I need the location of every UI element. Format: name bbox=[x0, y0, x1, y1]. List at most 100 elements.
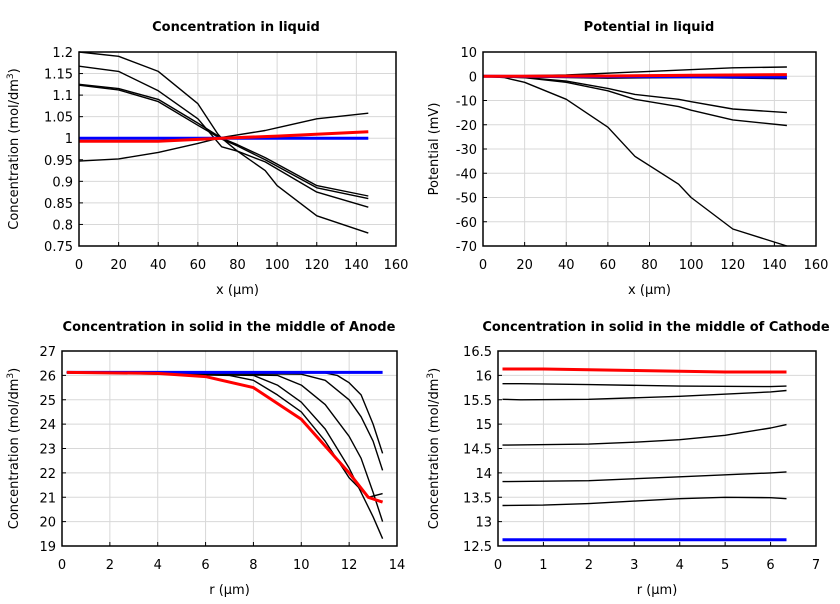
x-tick-label: 100 bbox=[265, 258, 290, 273]
x-tick-label: 20 bbox=[110, 258, 127, 273]
x-tick-label: 14 bbox=[389, 558, 406, 573]
y-tick-label: 0 bbox=[469, 70, 477, 85]
x-tick-label: 120 bbox=[304, 258, 329, 273]
x-tick-label: 4 bbox=[154, 558, 162, 573]
y-tick-label: 0.95 bbox=[44, 154, 73, 169]
y-tick-label: -50 bbox=[456, 192, 477, 207]
y-tick-label: -40 bbox=[456, 167, 477, 182]
x-tick-label: 120 bbox=[720, 258, 745, 273]
y-axis-label: Potential (mV) bbox=[427, 103, 442, 196]
x-tick-label: 40 bbox=[150, 258, 167, 273]
y-tick-label: 0.75 bbox=[44, 240, 73, 255]
x-axis-label: x (µm) bbox=[216, 283, 259, 298]
x-tick-label: 160 bbox=[384, 258, 409, 273]
series-line-1 bbox=[66, 371, 384, 454]
series-line-3 bbox=[482, 75, 787, 114]
x-tick-label: 1 bbox=[539, 558, 547, 573]
x-axis-label: r (µm) bbox=[209, 583, 250, 598]
chart-title: Concentration in solid in the middle of … bbox=[63, 320, 396, 335]
x-tick-label: 10 bbox=[293, 558, 310, 573]
subplot-3: 0 2 4 6 8 10 12 14192021222324252627Concentrati… bbox=[6, 320, 405, 598]
y-tick-label: 27 bbox=[39, 345, 56, 360]
x-tick-label: 160 bbox=[804, 258, 829, 273]
series-line-7 bbox=[66, 370, 384, 504]
y-axis-label-end: ) bbox=[7, 68, 22, 73]
series-line-2 bbox=[78, 65, 369, 208]
y-tick-label: 12.5 bbox=[463, 540, 492, 555]
y-axis-label-main: Concentration (mol/dm bbox=[7, 79, 22, 230]
x-tick-label: 5 bbox=[721, 558, 729, 573]
x-tick-label: 60 bbox=[600, 258, 617, 273]
y-tick-label: 0.9 bbox=[52, 175, 73, 190]
y-axis-label-main: Concentration (mol/dm bbox=[427, 379, 442, 530]
x-tick-label: 0 bbox=[479, 258, 487, 273]
y-tick-label: -20 bbox=[456, 119, 477, 134]
y-tick-label: 14 bbox=[475, 467, 492, 482]
y-tick-label: 21 bbox=[39, 491, 56, 506]
y-tick-label: 1.05 bbox=[44, 111, 73, 126]
series-line-7 bbox=[79, 130, 369, 143]
x-tick-label: 6 bbox=[766, 558, 774, 573]
y-tick-label: 0.8 bbox=[52, 218, 73, 233]
x-tick-label: 80 bbox=[229, 258, 246, 273]
subplot-4: 0 1 2 3 4 5 6 7 12.5 13 13.5 14 14.5 15 15.5 16 16.5 Conc… bbox=[426, 320, 830, 598]
x-tick-label: 60 bbox=[190, 258, 207, 273]
plot-frame bbox=[482, 51, 817, 247]
y-tick-label: 1.2 bbox=[52, 46, 73, 61]
y-tick-label: 25 bbox=[39, 394, 56, 409]
y-tick-label: -60 bbox=[456, 216, 477, 231]
y-tick-label: 19 bbox=[39, 540, 56, 555]
series-line-1 bbox=[502, 383, 787, 388]
x-tick-label: 0 bbox=[494, 558, 502, 573]
series-line-7 bbox=[502, 367, 787, 374]
y-axis-label-end: ) bbox=[7, 368, 22, 373]
plot-frame bbox=[61, 350, 398, 547]
y-tick-label: 13 bbox=[475, 516, 492, 531]
y-axis-label-sup: 3 bbox=[6, 73, 16, 79]
chart-title: Concentration in liquid bbox=[152, 20, 320, 35]
y-tick-label: 24 bbox=[39, 418, 56, 433]
series-line-4 bbox=[66, 371, 384, 539]
y-axis-label: Concentration (mol/dm3) bbox=[6, 68, 22, 230]
y-tick-label: 15.5 bbox=[463, 394, 492, 409]
chart-title: Potential in liquid bbox=[584, 20, 715, 35]
x-tick-label: 80 bbox=[641, 258, 658, 273]
x-tick-label: 8 bbox=[249, 558, 257, 573]
y-axis-label-main: Potential (mV) bbox=[427, 103, 442, 196]
plot-frame bbox=[78, 51, 397, 247]
x-axis-label: x (µm) bbox=[628, 283, 671, 298]
x-tick-label: 7 bbox=[812, 558, 820, 573]
y-axis-label: Concentration (mol/dm3) bbox=[6, 368, 22, 530]
y-tick-label: 1.1 bbox=[52, 89, 73, 104]
y-tick-label: 16 bbox=[475, 369, 492, 384]
x-tick-label: 140 bbox=[762, 258, 787, 273]
x-tick-label: 0 bbox=[58, 558, 66, 573]
subplot-1: 0 20 40 60 80 100 120 140 160 0.75 0.8 0.85 0.9 0.95 1… bbox=[6, 20, 408, 298]
x-tick-label: 12 bbox=[341, 558, 358, 573]
y-tick-label: 15 bbox=[475, 418, 492, 433]
series-line-2 bbox=[502, 389, 787, 401]
x-tick-label: 4 bbox=[676, 558, 684, 573]
y-tick-label: 26 bbox=[39, 369, 56, 384]
x-axis-label: r (µm) bbox=[637, 583, 678, 598]
y-tick-label: 1.15 bbox=[44, 68, 73, 83]
series-line-5 bbox=[482, 75, 788, 247]
y-tick-label: 23 bbox=[39, 443, 56, 458]
y-tick-label: 13.5 bbox=[463, 491, 492, 506]
series-line-3 bbox=[66, 371, 384, 522]
y-axis-label: Concentration (mol/dm3) bbox=[426, 368, 442, 530]
series-line-5 bbox=[66, 371, 383, 498]
y-tick-label: 20 bbox=[39, 516, 56, 531]
y-tick-label: 0.85 bbox=[44, 197, 73, 212]
subplot-2: 0 20 40 60 80 100 120 140 160-70-60-50-40-30-20-… bbox=[427, 20, 828, 298]
series-line-5 bbox=[502, 496, 787, 507]
y-tick-label: 16.5 bbox=[463, 345, 492, 360]
x-tick-label: 3 bbox=[630, 558, 638, 573]
y-tick-label: 10 bbox=[460, 46, 477, 61]
x-tick-label: 140 bbox=[344, 258, 369, 273]
y-axis-label-end: ) bbox=[427, 368, 442, 373]
y-tick-label: -70 bbox=[456, 240, 477, 255]
series-line-4 bbox=[502, 471, 787, 483]
y-tick-label: -10 bbox=[456, 95, 477, 110]
y-axis-label-sup: 3 bbox=[6, 373, 16, 379]
